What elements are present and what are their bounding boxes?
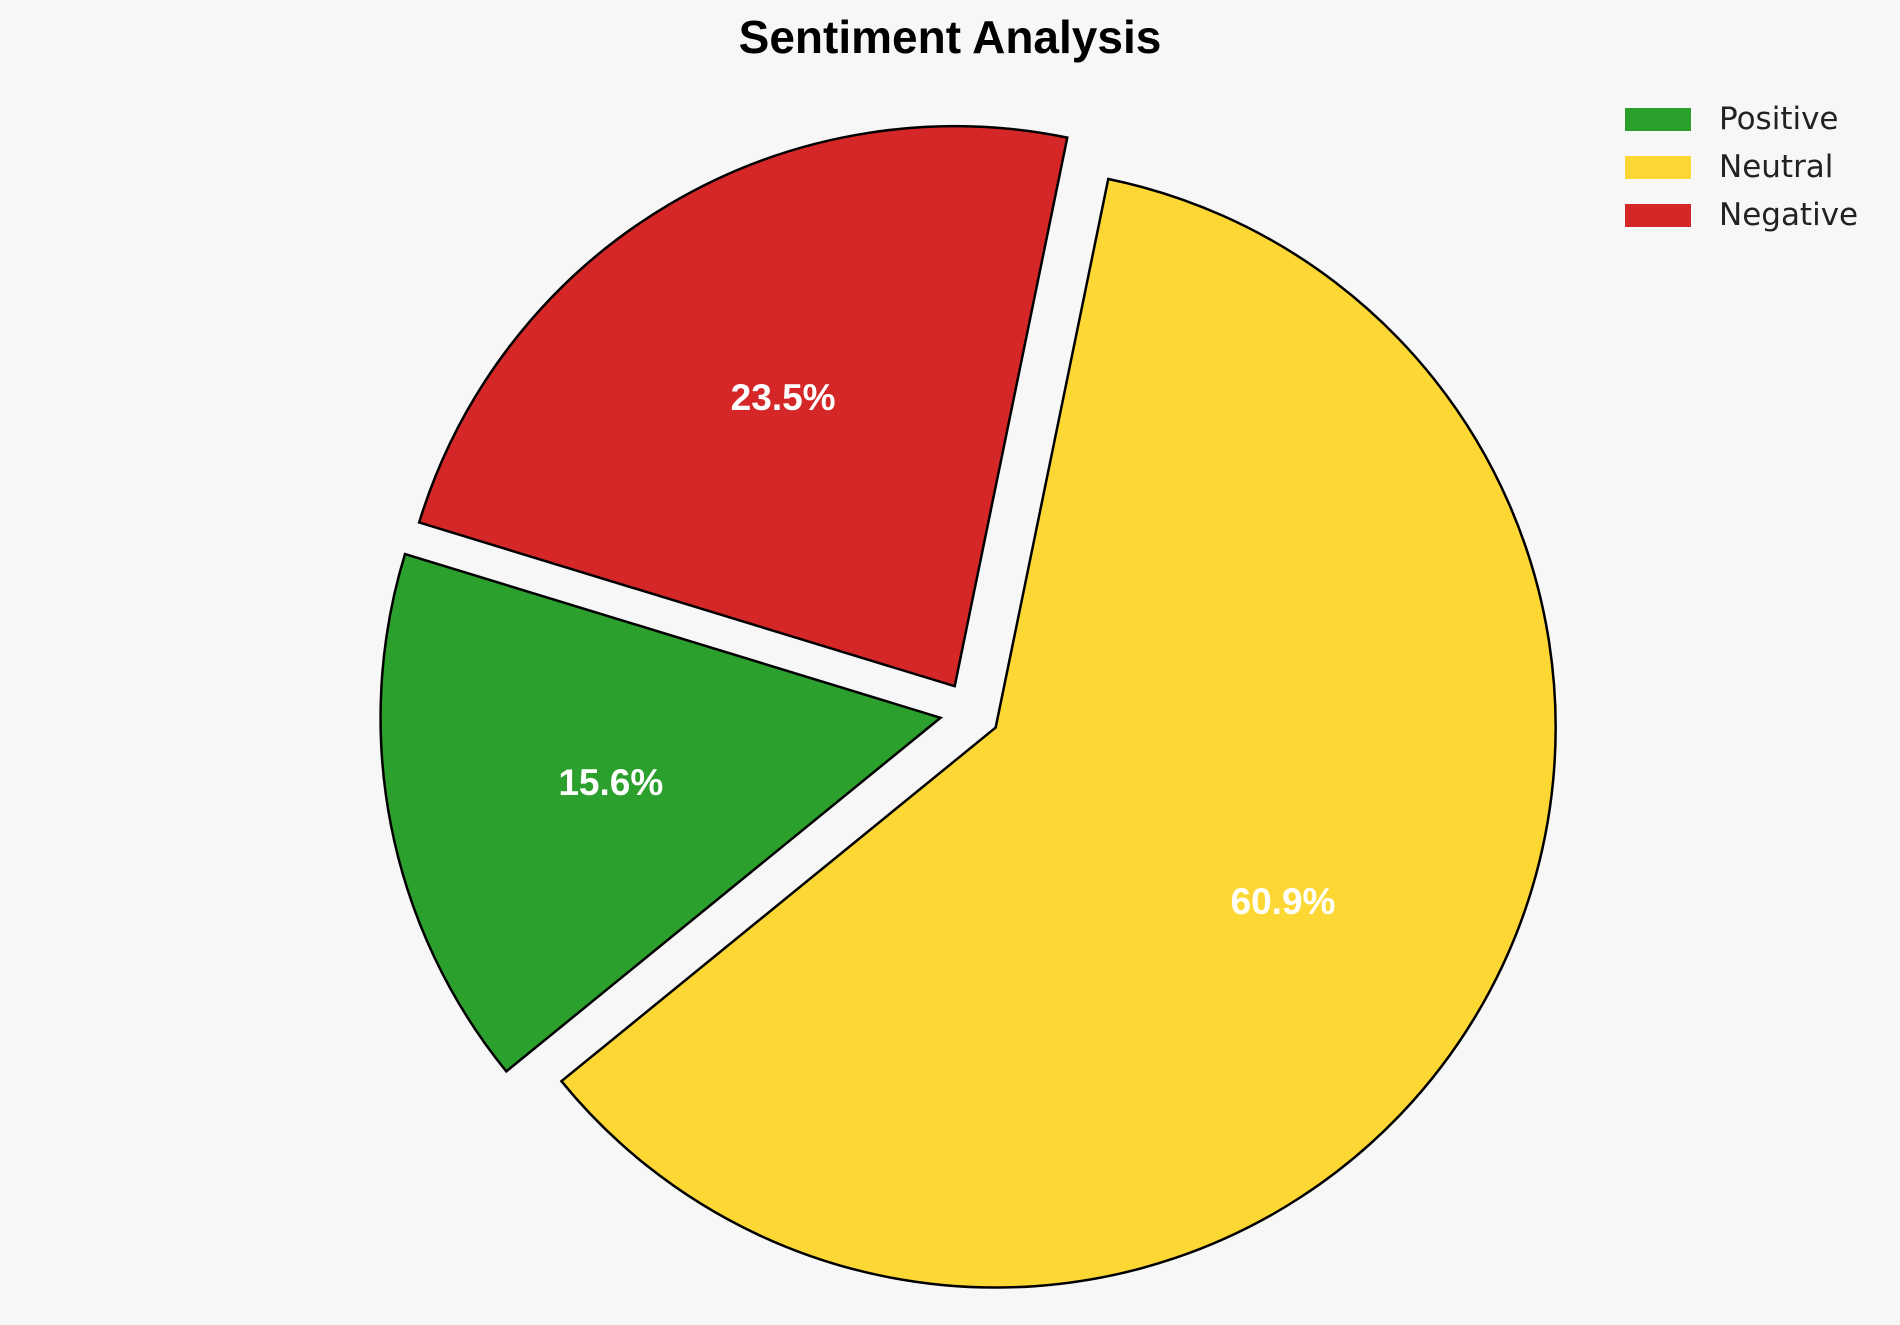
legend-item-neutral: Neutral [1625, 143, 1858, 191]
legend-swatch-negative [1625, 203, 1691, 227]
legend-label-positive: Positive [1719, 101, 1839, 137]
chart-title: Sentiment Analysis [738, 11, 1162, 63]
legend-swatch-positive [1625, 107, 1691, 131]
pie-slice-positive [379, 552, 944, 1074]
slice-label-negative: 23.5% [731, 377, 836, 418]
legend-item-positive: Positive [1625, 95, 1858, 143]
pie-slice-neutral [559, 177, 1557, 1289]
slice-label-positive: 15.6% [558, 762, 663, 803]
pie-slice-negative [417, 124, 1069, 688]
legend-label-negative: Negative [1719, 197, 1859, 233]
legend-label-neutral: Neutral [1719, 149, 1834, 185]
legend: Positive Neutral Negative [1625, 95, 1858, 239]
legend-swatch-neutral [1625, 155, 1691, 179]
labels-layer: 15.6% 60.9% 23.5% [558, 377, 1335, 922]
slice-label-neutral: 60.9% [1231, 881, 1336, 922]
legend-item-negative: Negative [1625, 191, 1858, 239]
slices-layer [379, 124, 1557, 1289]
